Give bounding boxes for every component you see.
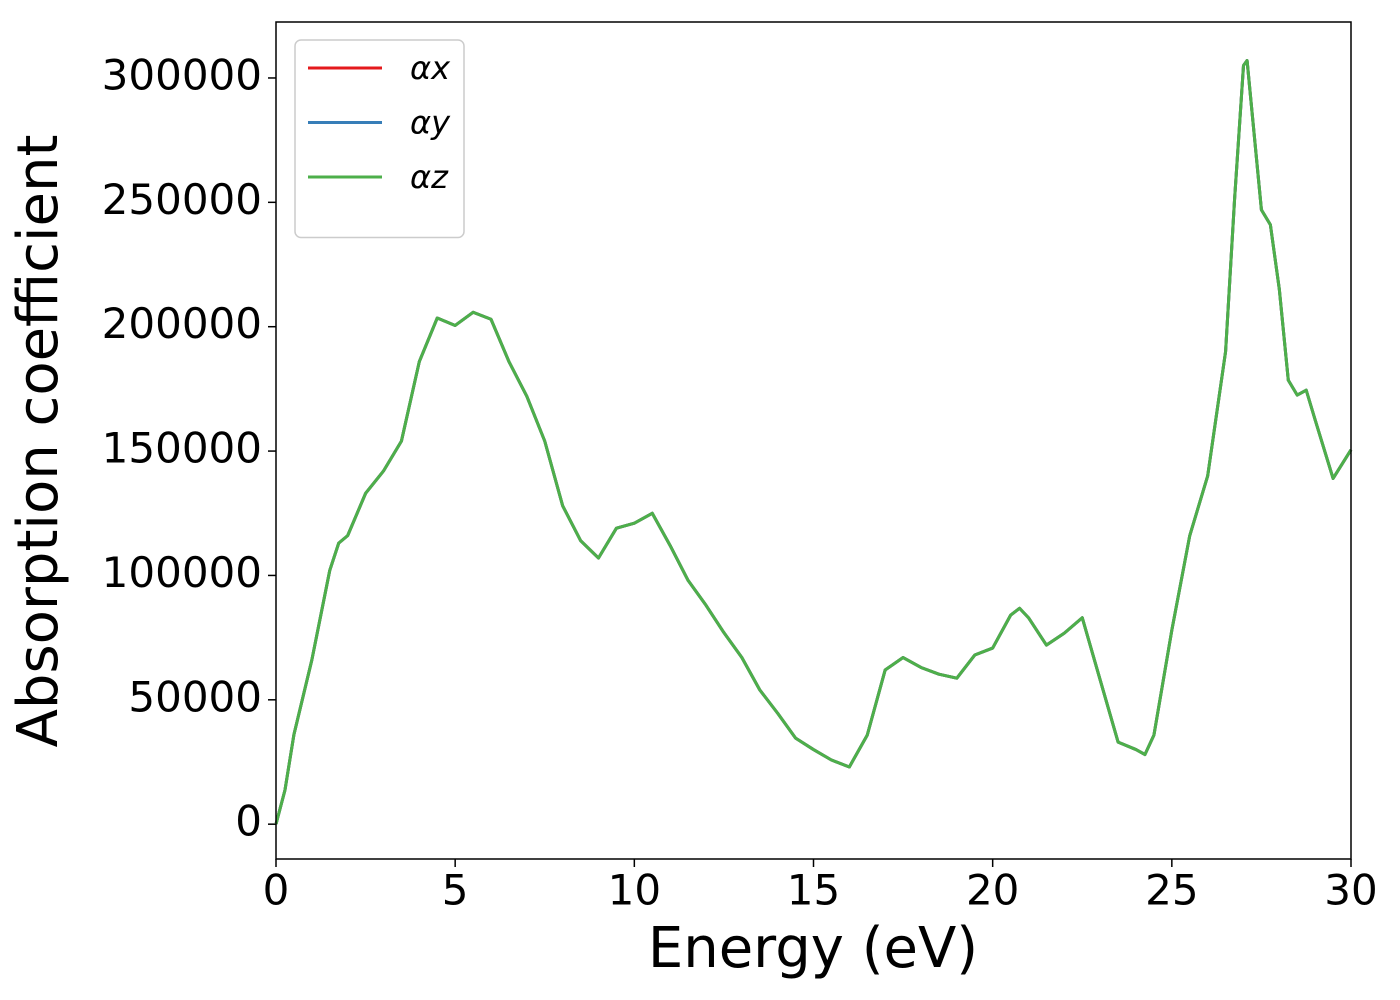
- y-tick-label: 300000: [102, 50, 262, 99]
- plot-frame: [275, 21, 1352, 860]
- y-tick-label: 50000: [128, 672, 262, 721]
- legend-label: αx: [410, 49, 451, 87]
- x-tick-label: 0: [263, 866, 290, 915]
- y-tick-label: 100000: [102, 548, 262, 597]
- x-tick-label: 15: [787, 866, 840, 915]
- x-tick-label: 30: [1324, 866, 1377, 915]
- x-tick-label: 5: [442, 866, 469, 915]
- y-tick-label: 250000: [102, 175, 262, 224]
- x-tick-label: 20: [966, 866, 1019, 915]
- legend-label: αz: [410, 158, 449, 196]
- y-tick-label: 150000: [102, 424, 262, 473]
- x-tick-label: 25: [1145, 866, 1198, 915]
- y-tick-label: 0: [235, 797, 262, 846]
- x-axis-label: Energy (eV): [648, 916, 978, 981]
- legend-label: αy: [410, 104, 451, 142]
- y-axis-label: Absorption coefficient: [6, 135, 71, 748]
- x-tick-label: 10: [608, 866, 661, 915]
- y-tick-label: 200000: [102, 299, 262, 348]
- legend-box: [294, 39, 465, 239]
- series-line: [274, 59, 1353, 825]
